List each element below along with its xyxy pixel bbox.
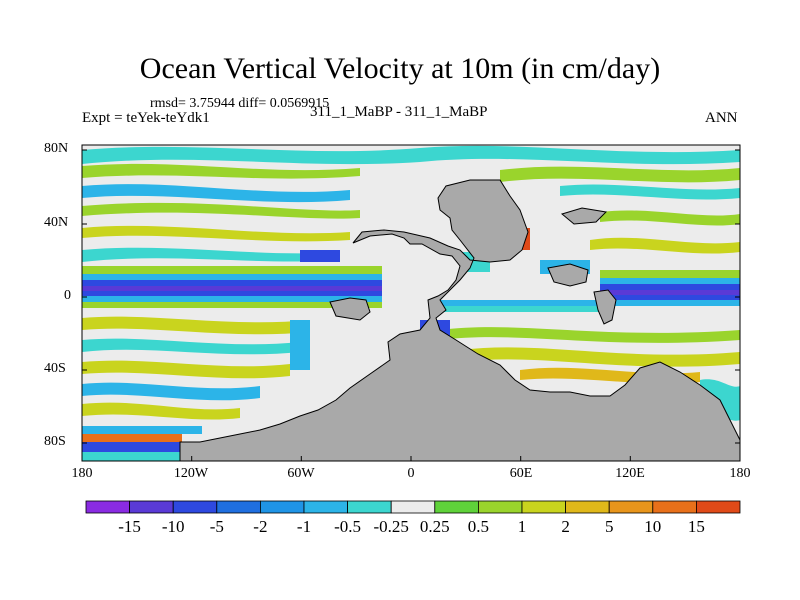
colorbar-swatch [652,500,697,514]
y-tick-label: 40S [44,361,66,376]
colorbar-label: -0.5 [334,517,362,536]
continent-landmass [179,179,740,461]
colorbar-swatch [696,500,741,514]
y-tick-label: 80N [44,141,69,156]
colorbar-label: -0.25 [373,517,409,536]
colorbar-swatch [172,500,218,514]
colorbar-label: 5 [604,517,614,536]
x-tick-label: 60W [287,466,315,481]
colorbar-label: -10 [161,517,185,536]
northern-bands [82,145,740,262]
colorbar-swatch [390,500,436,514]
colorbar-swatch [347,500,392,514]
colorbar-swatch [129,500,174,514]
colorbar [85,500,741,514]
x-tick-label: 180 [71,466,93,481]
land-island-equatorial [593,289,617,325]
colorbar-label: 2 [561,517,570,536]
rmsd-diff-label: rmsd= 3.75944 diff= 0.0569915 [150,96,330,111]
experiment-label: Expt = teYek-teYdk1 [82,110,210,126]
x-tick-label: 120E [615,466,645,481]
colorbar-swatch [259,500,305,514]
colorbar-label: 0.5 [467,517,490,536]
colorbar-label: -2 [253,517,268,536]
equatorial-bands [82,266,740,312]
colorbar-label: 0.25 [419,517,450,536]
y-tick-label: 80S [44,434,66,449]
colorbar-label: -5 [209,517,224,536]
colorbar-label: -15 [118,517,141,536]
colorbar-swatch [434,500,479,514]
land-masses [179,179,740,461]
x-tick-label: 0 [407,466,415,481]
colorbar-swatch [216,500,261,514]
colorbar-swatch [565,500,610,514]
southern-bands [82,316,740,421]
land-island-east [547,263,589,287]
colorbar-swatch [303,500,348,514]
map-plot-area [82,145,740,461]
season-label: ANN [705,110,738,126]
colorbar-swatch [521,500,566,514]
land-island-west [329,297,371,321]
y-tick-label: 0 [64,288,71,303]
land-island-north [560,207,608,225]
colorbar-swatch [608,500,654,514]
axis-ticks [81,149,741,461]
colorbar-swatch [85,500,130,514]
colorbar-swatch [477,500,523,514]
y-tick-label: 40N [44,215,69,230]
colorbar-label: 10 [644,517,662,536]
colorbar-label: 15 [687,517,705,536]
map-title: Ocean Vertical Velocity at 10m (in cm/da… [139,52,661,85]
antarctic-coastal-bands [82,426,222,461]
colorbar-label: -1 [296,517,312,536]
colorbar-label: 1 [517,517,527,536]
x-tick-label: 120W [173,466,209,481]
case-comparison-label: 311_1_MaBP - 311_1_MaBP [310,104,488,120]
x-tick-label: 60E [509,466,533,481]
x-tick-label: 180 [729,466,751,481]
